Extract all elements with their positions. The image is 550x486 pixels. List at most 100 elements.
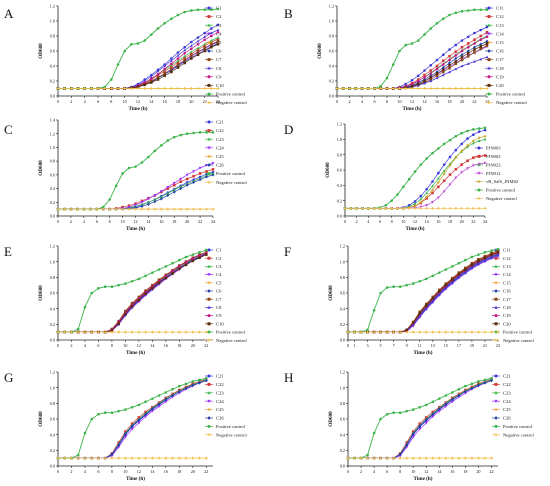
data-point — [424, 416, 428, 419]
data-point — [460, 55, 464, 59]
data-point — [448, 58, 451, 62]
legend-entry: C15 — [503, 280, 511, 285]
x-tick-label: 22 — [203, 99, 207, 104]
data-point — [379, 417, 382, 421]
legend-swatch-marker — [494, 256, 498, 260]
data-point — [464, 268, 467, 271]
data-point — [140, 204, 144, 209]
data-point — [90, 330, 93, 334]
data-point — [490, 253, 493, 256]
data-point — [360, 87, 364, 90]
data-point — [454, 56, 458, 61]
data-point — [130, 301, 134, 305]
data-point — [117, 441, 120, 444]
y-tick-label: 0.2 — [50, 322, 55, 327]
y-tick-label: 1.0 — [329, 19, 334, 24]
data-point — [451, 276, 454, 280]
data-point — [150, 87, 153, 90]
legend-swatch-marker — [207, 264, 211, 268]
data-point — [179, 207, 183, 211]
y-tick-label: 0.8 — [329, 34, 334, 39]
x-tick-label: 20 — [189, 99, 193, 104]
legend-swatch-marker — [207, 49, 211, 53]
data-point — [485, 35, 489, 39]
data-point — [441, 53, 445, 57]
data-point — [171, 261, 174, 265]
data-point — [429, 63, 433, 67]
data-point — [164, 276, 168, 280]
data-point — [176, 51, 180, 54]
legend-swatch-marker — [207, 129, 211, 133]
data-point — [416, 82, 420, 86]
data-point — [191, 253, 195, 256]
data-point — [190, 47, 193, 51]
legend-entry: C13 — [496, 23, 504, 28]
data-point — [407, 207, 411, 210]
y-tick-label: 0.2 — [50, 200, 55, 205]
data-point — [466, 9, 470, 12]
data-point — [143, 83, 146, 87]
data-point — [183, 56, 186, 60]
legend-swatch-marker — [494, 338, 498, 342]
legend-swatch-marker — [207, 433, 211, 437]
data-point — [460, 39, 464, 42]
data-point — [405, 409, 408, 413]
data-point — [404, 82, 408, 86]
legend-swatch-marker — [487, 6, 491, 10]
data-point — [419, 163, 423, 166]
data-point — [90, 456, 93, 460]
y-tick-label: 1.2 — [329, 4, 334, 9]
data-point — [466, 87, 470, 90]
y-tick-label: 0.0 — [340, 464, 345, 469]
legend-entry: C25 — [216, 154, 224, 159]
data-point — [83, 431, 87, 435]
data-point — [366, 87, 370, 90]
x-tick-label: 8 — [111, 343, 113, 348]
data-point — [425, 191, 429, 195]
data-point — [144, 274, 147, 278]
x-tick-label: 16 — [435, 99, 439, 104]
data-point — [424, 307, 428, 310]
data-point — [423, 33, 426, 36]
data-point — [438, 290, 441, 293]
data-point — [191, 257, 195, 260]
x-tick-label: 0 — [57, 469, 59, 474]
legend-swatch-marker — [494, 374, 498, 378]
data-point — [183, 54, 187, 58]
data-point — [460, 131, 463, 135]
data-point — [211, 168, 215, 171]
legend-swatch-marker — [494, 408, 498, 412]
y-tick-label: 1.2 — [50, 131, 55, 136]
data-point — [346, 456, 350, 460]
data-point — [411, 330, 415, 334]
data-point — [144, 412, 148, 416]
data-point — [398, 454, 402, 458]
data-point — [211, 162, 215, 165]
legend-swatch-marker — [494, 382, 498, 386]
data-point — [431, 180, 434, 183]
x-tick-label: 24 — [216, 99, 221, 104]
legend-swatch-marker — [207, 137, 211, 141]
y-tick-label: 1.2 — [50, 370, 55, 375]
data-point — [183, 51, 186, 55]
data-point — [196, 36, 200, 39]
legend-swatch-marker — [207, 40, 211, 44]
data-point — [164, 265, 168, 268]
data-point — [203, 49, 206, 53]
x-tick-label: 8 — [391, 219, 393, 224]
data-point — [385, 76, 389, 80]
data-point — [448, 164, 452, 167]
x-tick-label: 6 — [386, 469, 388, 474]
y-tick-label: 1.0 — [50, 19, 55, 24]
data-point — [172, 188, 176, 192]
data-point — [463, 389, 467, 394]
data-point — [171, 456, 174, 460]
data-point — [444, 283, 448, 287]
data-point — [424, 421, 428, 425]
data-point — [418, 405, 422, 409]
data-point — [483, 330, 487, 334]
y-tick-label: 0.0 — [50, 338, 55, 343]
legend-swatch-marker — [207, 256, 211, 260]
data-point — [479, 47, 483, 51]
legend-swatch-marker — [207, 92, 211, 96]
